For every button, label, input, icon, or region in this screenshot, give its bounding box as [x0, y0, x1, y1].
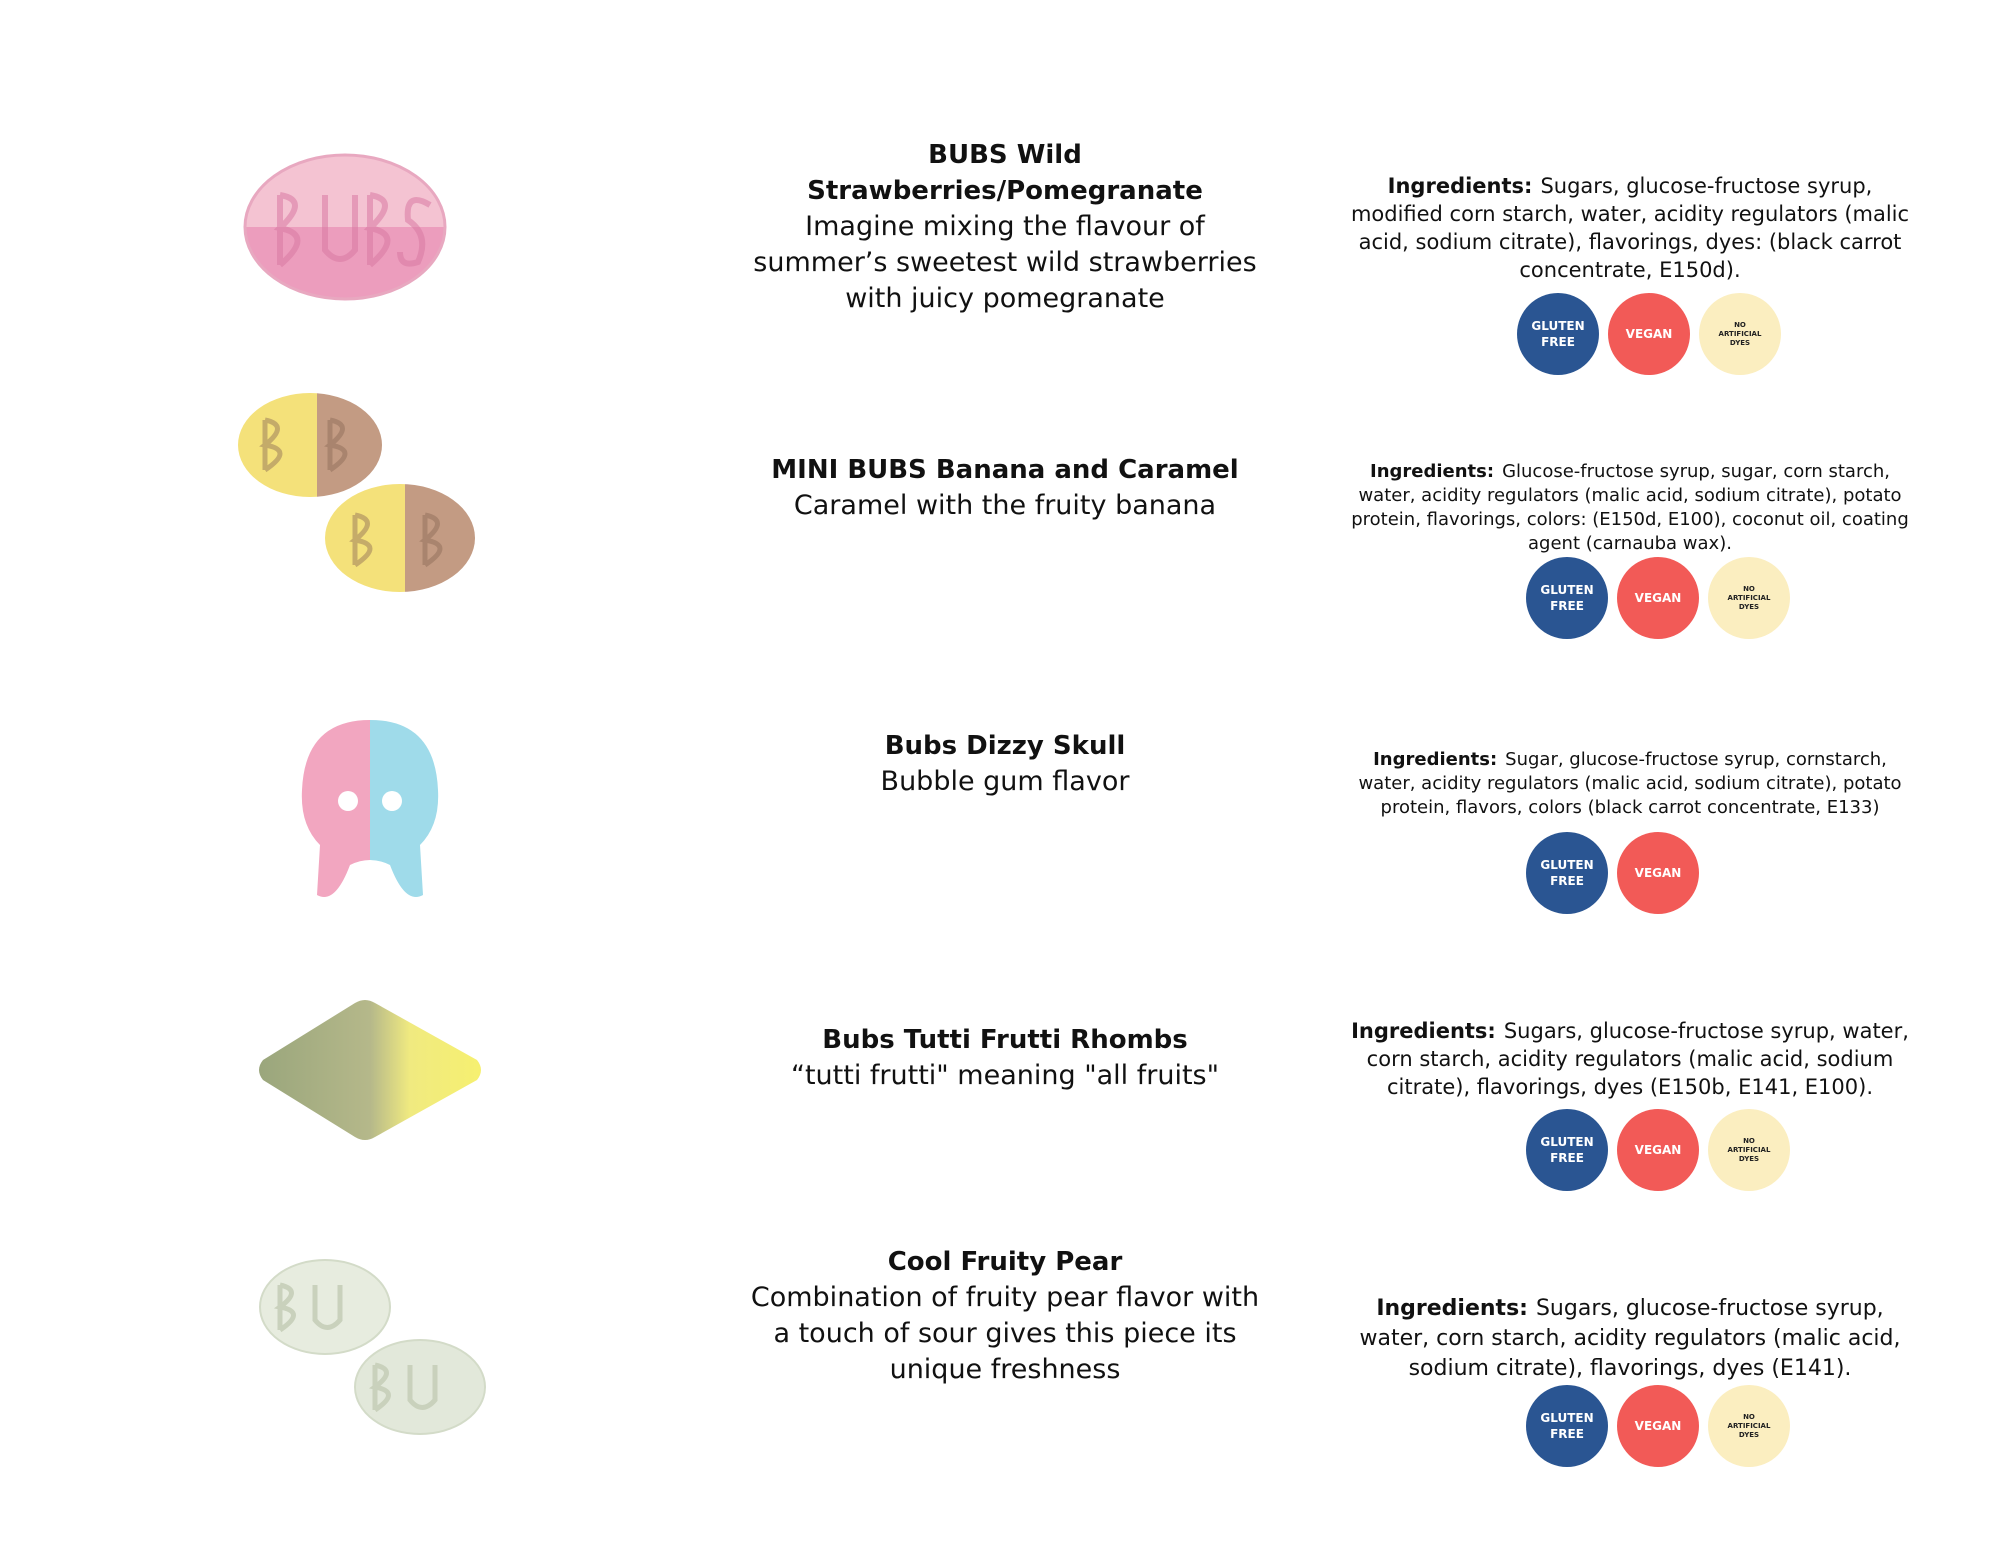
product-tagline: Imagine mixing the flavour of summer’s s… — [753, 211, 1257, 314]
ingredients-list: Sugars, glucose-fructose syrup, modified… — [1350, 174, 1910, 282]
product-name: Cool Fruity Pear — [887, 1247, 1123, 1277]
product-description: BUBS Wild Strawberries/Pomegranate Imagi… — [740, 137, 1270, 317]
vegan-badge: VEGAN — [1617, 557, 1699, 639]
gluten-free-badge: GLUTEN FREE — [1526, 557, 1608, 639]
product-tagline: “tutti frutti" meaning "all fruits" — [790, 1060, 1220, 1091]
product-tagline: Combination of fruity pear flavor with a… — [750, 1282, 1260, 1385]
banana-caramel-bubs-candy-icon — [235, 390, 495, 600]
ingredients-list: Sugars, glucose-fructose syrup, water, c… — [1366, 1019, 1909, 1099]
ingredients-label: Ingredients: — [1351, 1019, 1496, 1043]
product-tagline: Caramel with the fruity banana — [793, 490, 1217, 521]
ingredients-text: Ingredients: Sugars, glucose-fructose syr… — [1350, 172, 1910, 284]
ingredients-text: Ingredients: Sugar, glucose-fructose syru… — [1350, 748, 1910, 820]
ingredients-label: Ingredients: — [1373, 749, 1498, 770]
vegan-badge: VEGAN — [1617, 1385, 1699, 1467]
badge-group: GLUTEN FREE VEGAN NO ARTIFICIAL DYES — [1526, 1109, 1790, 1191]
vegan-badge: VEGAN — [1617, 832, 1699, 914]
no-artificial-dyes-badge: NO ARTIFICIAL DYES — [1708, 1109, 1790, 1191]
no-artificial-dyes-badge: NO ARTIFICIAL DYES — [1708, 557, 1790, 639]
ingredients-text: Ingredients: Sugars, glucose-fructose syr… — [1350, 1294, 1910, 1384]
ingredients-text: Ingredients: Sugars, glucose-fructose syr… — [1350, 1017, 1910, 1101]
badge-group: GLUTEN FREE VEGAN — [1526, 832, 1699, 914]
vegan-badge: VEGAN — [1608, 293, 1690, 375]
ingredients-text: Ingredients: Glucose-fructose syrup, suga… — [1350, 460, 1910, 556]
product-description: Bubs Dizzy Skull Bubble gum flavor — [740, 728, 1270, 800]
ingredients-list: Glucose-fructose syrup, sugar, corn star… — [1351, 461, 1909, 554]
no-artificial-dyes-badge: NO ARTIFICIAL DYES — [1708, 1385, 1790, 1467]
product-name: MINI BUBS Banana and Caramel — [771, 455, 1239, 485]
product-description: Bubs Tutti Frutti Rhombs “tutti frutti" … — [740, 1022, 1270, 1094]
product-description: MINI BUBS Banana and Caramel Caramel wit… — [740, 452, 1270, 524]
badge-group: GLUTEN FREE VEGAN NO ARTIFICIAL DYES — [1517, 293, 1781, 375]
ingredients-list: Sugars, glucose-fructose syrup, water, c… — [1359, 1296, 1901, 1381]
gluten-free-badge: GLUTEN FREE — [1517, 293, 1599, 375]
product-name: Bubs Tutti Frutti Rhombs — [822, 1025, 1188, 1055]
product-tagline: Bubble gum flavor — [880, 766, 1130, 797]
gluten-free-badge: GLUTEN FREE — [1526, 832, 1608, 914]
ingredients-list: Sugar, glucose-fructose syrup, cornstarc… — [1358, 749, 1902, 818]
product-description: Cool Fruity Pear Combination of fruity p… — [740, 1244, 1270, 1388]
vegan-badge: VEGAN — [1617, 1109, 1699, 1191]
product-name: BUBS Wild Strawberries/Pomegranate — [807, 140, 1203, 206]
pear-bubs-candy-icon — [255, 1255, 495, 1445]
dizzy-skull-candy-icon — [295, 715, 445, 905]
strawberry-pomegranate-bubs-candy-icon — [240, 150, 450, 305]
ingredients-label: Ingredients: — [1376, 1296, 1528, 1321]
ingredients-label: Ingredients: — [1387, 174, 1533, 198]
tutti-frutti-rhomb-candy-icon — [255, 995, 485, 1145]
ingredients-label: Ingredients: — [1370, 461, 1495, 482]
product-name: Bubs Dizzy Skull — [884, 731, 1126, 761]
gluten-free-badge: GLUTEN FREE — [1526, 1109, 1608, 1191]
badge-group: GLUTEN FREE VEGAN NO ARTIFICIAL DYES — [1526, 1385, 1790, 1467]
gluten-free-badge: GLUTEN FREE — [1526, 1385, 1608, 1467]
badge-group: GLUTEN FREE VEGAN NO ARTIFICIAL DYES — [1526, 557, 1790, 639]
no-artificial-dyes-badge: NO ARTIFICIAL DYES — [1699, 293, 1781, 375]
